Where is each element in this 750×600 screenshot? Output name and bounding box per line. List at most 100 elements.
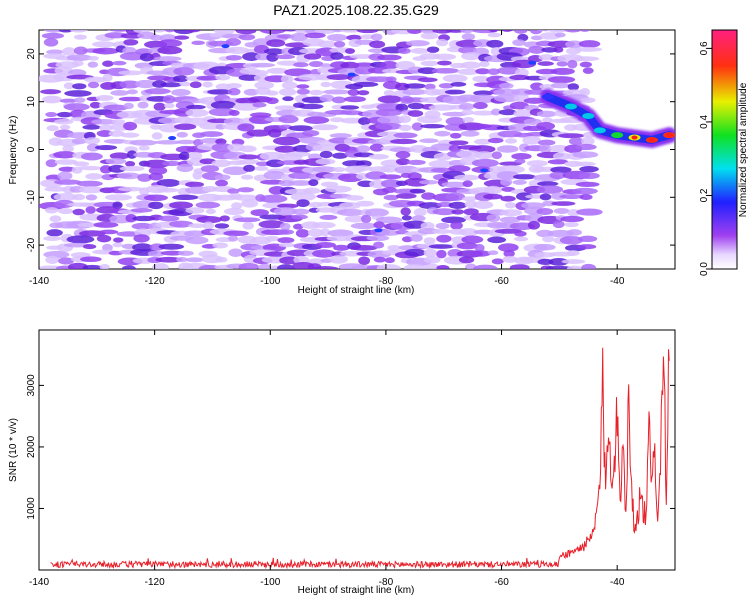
heatmap-noise-cell (303, 53, 322, 60)
heatmap-noise-cell (308, 61, 324, 68)
heatmap-noise-cell (84, 137, 101, 145)
heatmap-noise-cell (512, 39, 526, 47)
heatmap-noise-cell (157, 39, 183, 48)
heatmap-noise-cell (277, 203, 299, 209)
signal-track-point (582, 113, 595, 120)
heatmap-noise-cell (215, 74, 231, 81)
heatmap-noise-cell (221, 44, 230, 49)
heatmap-noise-cell (567, 59, 578, 69)
heatmap-noise-cell (138, 145, 150, 151)
heatmap-noise-cell (402, 89, 428, 96)
heatmap-noise-cell (549, 144, 570, 153)
heatmap-noise-cell (298, 103, 324, 110)
heatmap-noise-cell (62, 47, 77, 56)
signal-track-peak (648, 137, 655, 142)
heatmap-noise-cell (490, 47, 503, 56)
heatmap-noise-cell (108, 164, 126, 173)
heatmap-noise-cell (119, 165, 145, 172)
heatmap-noise-cell (436, 249, 447, 259)
heatmap-noise-cell (320, 81, 332, 88)
heatmap-noise-cell (497, 66, 521, 75)
heatmap-noise-cell (222, 166, 249, 176)
colorbar-tick-label: 0.4 (699, 115, 710, 129)
heatmap-noise-cell (545, 265, 573, 269)
heatmap-noise-cell (448, 165, 471, 172)
heatmap-noise-cell (277, 237, 295, 244)
heatmap-noise-cell (42, 95, 62, 104)
heatmap-noise-cell (153, 102, 166, 111)
heatmap-noise-cell (85, 206, 96, 214)
heatmap-noise-cell (411, 215, 426, 222)
heatmap-noise-cell (428, 244, 455, 249)
heatmap-noise-cell (537, 61, 554, 67)
heatmap-noise-cell (104, 194, 133, 201)
heatmap-noise-cell (498, 82, 514, 89)
heatmap-noise-cell (582, 67, 594, 74)
signal-track-point (564, 103, 577, 110)
heatmap-noise-cell (498, 109, 517, 116)
heatmap-noise-cell (219, 215, 230, 222)
heatmap-noise-cell (93, 221, 119, 228)
heatmap-noise-cell (233, 194, 259, 201)
heatmap-noise-cell (340, 117, 364, 124)
heatmap-noise-cell (148, 166, 168, 175)
heatmap-noise-cell (311, 266, 339, 269)
heatmap-noise-cell (72, 208, 85, 216)
heatmap-noise-cell (225, 38, 242, 46)
heatmap-noise-cell (333, 40, 346, 48)
heatmap-noise-cell (125, 214, 137, 223)
heatmap-noise-cell (107, 30, 132, 32)
heatmap-noise-cell (579, 61, 592, 68)
heatmap-noise-cell (444, 89, 466, 95)
heatmap-noise-cell (98, 229, 119, 235)
heatmap-noise-cell (572, 151, 599, 159)
heatmap-noise-cell (103, 104, 129, 111)
heatmap-noise-cell (503, 249, 515, 258)
heatmap-noise-cell (461, 235, 484, 244)
heatmap-noise-cell (154, 140, 182, 145)
heatmap-noise-cell (96, 234, 112, 243)
heatmap-noise-cell (436, 264, 450, 269)
heatmap-noise-cell (327, 229, 354, 237)
heatmap-noise-cell (409, 188, 426, 194)
heatmap-noise-cell (542, 117, 553, 124)
heatmap-noise-cell (324, 185, 352, 193)
heatmap-noise-cell (185, 30, 202, 33)
heatmap-noise-cell (129, 139, 158, 146)
heatmap-noise-cell (185, 257, 204, 263)
heatmap-noise-cell (369, 40, 386, 49)
heatmap-noise-cell (332, 96, 346, 104)
colorbar-tick-label: 0.0 (699, 262, 710, 276)
heatmap-noise-cell (374, 228, 383, 233)
heatmap-noise-cell (168, 201, 194, 209)
heatmap-noise-cell (487, 32, 502, 38)
heatmap-noise-cell (461, 33, 476, 41)
heatmap-noise-cell (72, 193, 86, 201)
heatmap-noise-cell (46, 49, 64, 55)
heatmap-noise-cell (309, 89, 324, 96)
heatmap-noise-cell (528, 60, 537, 65)
heatmap-noise-cell (277, 229, 295, 235)
heatmap-noise-cell (541, 47, 558, 53)
heatmap-noise-cell (442, 111, 469, 117)
heatmap-noise-cell (491, 258, 504, 265)
heatmap-noise-cell (87, 61, 99, 68)
heatmap-noise-cell (413, 208, 427, 217)
heatmap-noise-cell (354, 65, 376, 75)
heatmap-noise-cell (148, 201, 164, 210)
heatmap-noise-cell (274, 145, 298, 153)
colorbar-tick-label: 0.6 (699, 41, 710, 55)
heatmap-noise-cell (450, 81, 467, 87)
heatmap-noise-cell (435, 222, 450, 230)
heatmap-noise-cell (295, 229, 310, 238)
heatmap-noise-cell (433, 53, 457, 61)
heatmap-noise-cell (139, 53, 154, 62)
heatmap-noise-cell (312, 144, 338, 152)
heatmap-noise-cell (191, 40, 205, 46)
heatmap-noise-cell (486, 214, 501, 223)
heatmap-noise-cell (110, 89, 130, 96)
heatmap-noise-cell (258, 263, 271, 269)
heatmap-noise-cell (242, 221, 254, 230)
heatmap-noise-cell (179, 81, 191, 87)
heatmap-noise-cell (245, 48, 257, 54)
